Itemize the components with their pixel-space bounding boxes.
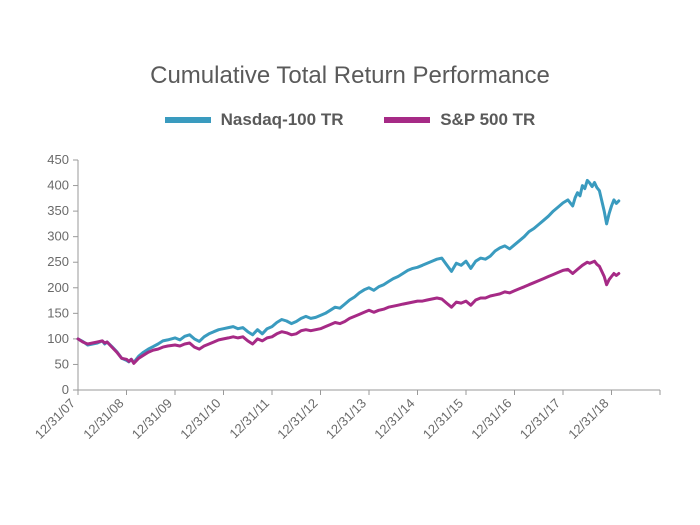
svg-text:100: 100 — [47, 331, 69, 346]
svg-text:12/31/07: 12/31/07 — [32, 396, 78, 442]
svg-text:12/31/16: 12/31/16 — [468, 396, 514, 442]
chart-plot: 05010015020025030035040045012/31/0712/31… — [0, 0, 700, 525]
svg-text:250: 250 — [47, 254, 69, 269]
svg-text:50: 50 — [55, 356, 69, 371]
svg-text:12/31/10: 12/31/10 — [177, 396, 223, 442]
svg-text:12/31/12: 12/31/12 — [274, 396, 320, 442]
series-line-0 — [78, 180, 619, 362]
svg-text:350: 350 — [47, 203, 69, 218]
svg-text:12/31/11: 12/31/11 — [226, 396, 272, 442]
svg-text:12/31/18: 12/31/18 — [565, 396, 611, 442]
svg-text:450: 450 — [47, 152, 69, 167]
svg-text:12/31/13: 12/31/13 — [323, 396, 369, 442]
svg-text:12/31/08: 12/31/08 — [80, 396, 126, 442]
svg-text:0: 0 — [62, 382, 69, 397]
svg-text:12/31/17: 12/31/17 — [517, 396, 563, 442]
svg-text:200: 200 — [47, 280, 69, 295]
svg-text:150: 150 — [47, 305, 69, 320]
svg-text:300: 300 — [47, 229, 69, 244]
svg-text:12/31/14: 12/31/14 — [371, 396, 417, 442]
series-line-1 — [78, 261, 619, 363]
svg-text:12/31/09: 12/31/09 — [129, 396, 175, 442]
svg-text:12/31/15: 12/31/15 — [420, 396, 466, 442]
svg-text:400: 400 — [47, 178, 69, 193]
chart-container: Cumulative Total Return Performance Nasd… — [0, 0, 700, 525]
